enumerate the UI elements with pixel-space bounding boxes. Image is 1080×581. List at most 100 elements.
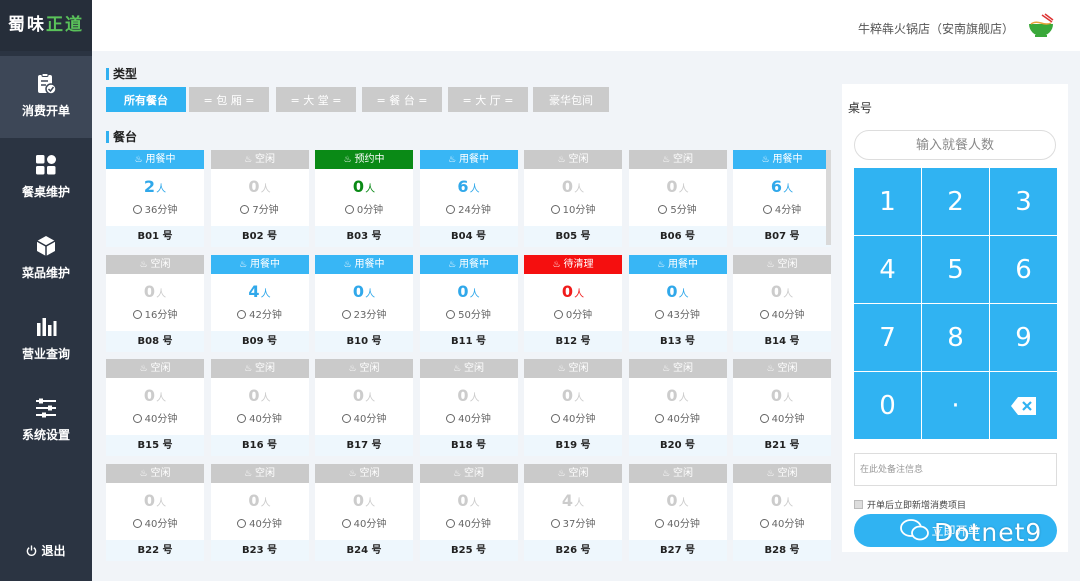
key-7[interactable]: 7 (854, 304, 921, 371)
table-card[interactable]: ♨ 空闲 0人 7分钟 B02 号 (210, 150, 309, 247)
nav-item-billing[interactable]: 消费开单 (0, 56, 92, 138)
minutes-unit: 分钟 (157, 309, 178, 321)
category-hall[interactable]: = 大 厅 = (448, 87, 528, 112)
category-luxury-room[interactable]: 豪华包间 (533, 87, 609, 112)
table-card[interactable]: ♨ 空闲 0人 40分钟 B17 号 (315, 359, 413, 456)
table-status-label: 空闲 (673, 154, 694, 165)
table-card[interactable]: ♨ 空闲 0人 10分钟 B05 号 (524, 150, 622, 247)
table-people: 4 (248, 281, 260, 301)
table-card[interactable]: ♨ 空闲 0人 40分钟 B23 号 (210, 463, 309, 561)
category-lobby[interactable]: = 大 堂 = (276, 87, 356, 112)
table-card[interactable]: ♨ 用餐中 0人 43分钟 B13 号 (628, 254, 727, 352)
table-guest-count: 2人 (106, 177, 204, 197)
pot-icon: ♨ (447, 155, 457, 165)
table-card[interactable]: ♨ 用餐中 4人 42分钟 B09 号 (210, 254, 309, 352)
minutes-unit: 分钟 (572, 309, 593, 321)
logout-button[interactable]: 退出 (0, 542, 92, 559)
table-card[interactable]: ♨ 空闲 0人 40分钟 B22 号 (106, 463, 204, 561)
table-card[interactable]: ♨ 空闲 0人 40分钟 B16 号 (210, 359, 309, 456)
add-items-option[interactable]: 开单后立即新增消费项目 (854, 498, 966, 511)
table-name: B11 号 (419, 330, 518, 352)
nav-item-settings[interactable]: 系统设置 (0, 380, 92, 462)
key-3[interactable]: 3 (990, 168, 1057, 235)
table-card[interactable]: ♨ 用餐中 2人 36分钟 B01 号 (106, 150, 204, 247)
pot-icon: ♨ (661, 364, 671, 374)
table-card[interactable]: ♨ 空闲 0人 40分钟 B28 号 (733, 463, 831, 561)
table-card[interactable]: ♨ 空闲 0人 40分钟 B15 号 (106, 359, 204, 456)
key-backspace[interactable] (990, 372, 1057, 439)
nav-item-reports[interactable]: 营业查询 (0, 299, 92, 381)
sliders-icon (36, 398, 56, 418)
category-private-room[interactable]: = 包 厢 = (189, 87, 269, 112)
table-grid-scrollbar[interactable] (826, 150, 831, 245)
open-order-button[interactable]: 立即开单 (854, 514, 1057, 547)
table-card[interactable]: ♨ 用餐中 6人 24分钟 B04 号 (419, 150, 518, 247)
key-4[interactable]: 4 (854, 236, 921, 303)
key-2[interactable]: 2 (922, 168, 989, 235)
clock-icon (550, 205, 560, 214)
add-items-label: 开单后立即新增消费项目 (867, 501, 967, 511)
table-minutes: 23 (353, 309, 367, 321)
wechat-icon (900, 519, 929, 541)
clock-icon (655, 518, 665, 528)
key-0[interactable]: 0 (854, 372, 921, 439)
table-card[interactable]: ♨ 空闲 0人 40分钟 B21 号 (733, 359, 831, 456)
table-status-label: 空闲 (568, 363, 589, 374)
people-unit: 人 (260, 184, 271, 195)
table-card[interactable]: ♨ 用餐中 6人 4分钟 B07 号 (733, 150, 831, 247)
table-card[interactable]: ♨ 空闲 0人 40分钟 B18 号 (419, 359, 518, 456)
nav-item-tables[interactable]: 餐桌维护 (0, 137, 92, 219)
power-icon (27, 545, 37, 556)
table-duration: 42分钟 (211, 306, 309, 321)
section-title-tables: 餐台 (106, 131, 137, 143)
clock-icon (550, 518, 560, 528)
key-6[interactable]: 6 (990, 236, 1057, 303)
table-guest-count: 0人 (420, 386, 518, 406)
table-card[interactable]: ♨ 待清理 0人 0分钟 B12 号 (524, 254, 622, 352)
table-guest-count: 0人 (524, 386, 622, 406)
table-duration: 40分钟 (420, 515, 518, 530)
category-all[interactable]: 所有餐台 (106, 87, 186, 112)
table-card[interactable]: ♨ 空闲 0人 40分钟 B20 号 (628, 359, 727, 456)
table-card[interactable]: ♨ 空闲 0人 16分钟 B08 号 (106, 254, 204, 352)
table-card[interactable]: ♨ 空闲 0人 5分钟 B06 号 (628, 150, 727, 247)
table-guest-count: 0人 (733, 491, 831, 511)
key-1[interactable]: 1 (854, 168, 921, 235)
table-guest-count: 0人 (629, 177, 727, 197)
table-card[interactable]: ♨ 空闲 4人 37分钟 B26 号 (524, 463, 622, 561)
table-card[interactable]: ♨ 用餐中 0人 23分钟 B10 号 (315, 254, 413, 352)
table-card[interactable]: ♨ 空闲 0人 40分钟 B14 号 (733, 254, 831, 352)
table-card[interactable]: ♨ 预约中 0人 0分钟 B03 号 (315, 150, 413, 247)
numeric-keypad: 1 2 3 4 5 6 7 8 9 0 · (854, 168, 1057, 440)
table-name: B25 号 (419, 539, 518, 561)
table-status: ♨ 空闲 (210, 150, 309, 169)
table-status-label: 空闲 (568, 467, 589, 479)
table-minutes: 0 (356, 205, 364, 216)
table-duration: 16分钟 (106, 306, 204, 321)
notes-input[interactable] (854, 453, 1057, 486)
table-card[interactable]: ♨ 空闲 0人 40分钟 B27 号 (628, 463, 727, 561)
table-people: 0 (666, 386, 678, 405)
pot-icon: ♨ (557, 364, 566, 374)
key-dot[interactable]: · (922, 372, 989, 439)
clock-icon (762, 205, 772, 214)
minutes-unit: 分钟 (781, 205, 802, 216)
nav-item-dishes[interactable]: 菜品维护 (0, 218, 92, 300)
key-9[interactable]: 9 (990, 304, 1057, 371)
add-items-checkbox[interactable] (854, 500, 863, 509)
table-card[interactable]: ♨ 空闲 0人 40分钟 B24 号 (315, 463, 413, 561)
table-card[interactable]: ♨ 空闲 0人 40分钟 B25 号 (419, 463, 518, 561)
key-8[interactable]: 8 (922, 304, 989, 371)
table-card[interactable]: ♨ 用餐中 0人 50分钟 B11 号 (419, 254, 518, 352)
table-status: ♨ 空闲 (210, 463, 309, 483)
category-table[interactable]: = 餐 台 = (362, 87, 442, 112)
table-minutes: 0 (565, 309, 573, 321)
table-card[interactable]: ♨ 空闲 0人 40分钟 B19 号 (524, 359, 622, 456)
table-name: B10 号 (315, 330, 413, 352)
table-people: 0 (561, 386, 574, 405)
guest-count-input[interactable] (854, 130, 1056, 160)
section-title-type: 类型 (106, 68, 137, 80)
clock-icon (446, 518, 456, 528)
minutes-unit: 分钟 (366, 518, 387, 530)
key-5[interactable]: 5 (922, 236, 989, 303)
